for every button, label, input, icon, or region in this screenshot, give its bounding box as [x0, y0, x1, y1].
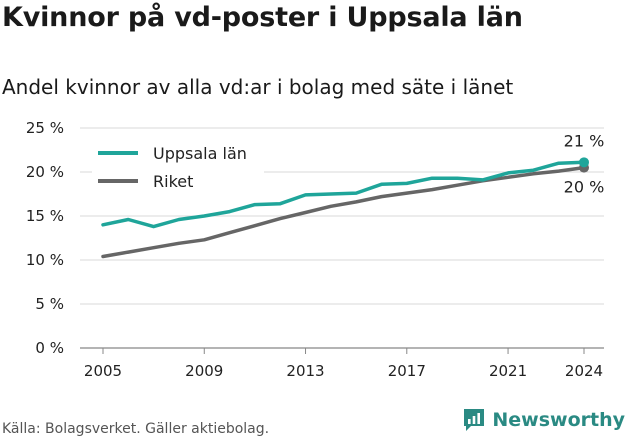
y-tick-label: 5 % — [35, 295, 64, 313]
series-line-riket[interactable] — [101, 165, 586, 259]
legend-label-riket: Riket — [153, 172, 193, 191]
x-tick-label: 2017 — [388, 362, 426, 380]
x-tick-label: 2013 — [286, 362, 324, 380]
x-axis-ticks: 2005 2009 2013 2017 2021 2024 — [84, 348, 603, 380]
series-lines — [101, 157, 589, 259]
x-tick-label: 2009 — [185, 362, 223, 380]
y-tick-label: 20 % — [26, 163, 64, 181]
source-note: Källa: Bolagsverket. Gäller aktiebolag. — [2, 421, 270, 437]
end-label-uppsala: 21 % — [564, 131, 605, 150]
newsworthy-icon — [464, 409, 485, 431]
end-point-uppsala[interactable] — [579, 157, 589, 168]
legend[interactable]: Uppsala län Riket — [92, 139, 264, 193]
end-label-riket: 20 % — [564, 178, 605, 197]
newsworthy-logo[interactable]: Newsworthy — [462, 407, 625, 433]
x-tick-label: 2021 — [489, 362, 527, 380]
y-tick-label: 25 % — [26, 119, 64, 137]
x-tick-label: 2005 — [84, 362, 122, 380]
chart-subtitle: Andel kvinnor av alla vd:ar i bolag med … — [2, 75, 514, 99]
y-tick-label: 15 % — [26, 207, 64, 225]
line-chart: 0 %5 %10 %15 %20 %25 % 2005 2009 2013 2017 2… — [26, 119, 605, 380]
legend-label-uppsala: Uppsala län — [153, 144, 247, 163]
x-tick-label: 2024 — [565, 362, 603, 380]
y-tick-label: 10 % — [26, 251, 64, 269]
y-tick-label: 0 % — [35, 339, 64, 357]
series-line-uppsala[interactable] — [101, 160, 586, 229]
y-axis-ticks: 0 % 5 % 10 % 15 % 20 % 25 % — [26, 119, 64, 357]
end-labels: 20 % 21 % — [564, 131, 605, 196]
chart-title: Kvinnor på vd-poster i Uppsala län — [2, 2, 523, 33]
brand-name: Newsworthy — [492, 409, 625, 431]
